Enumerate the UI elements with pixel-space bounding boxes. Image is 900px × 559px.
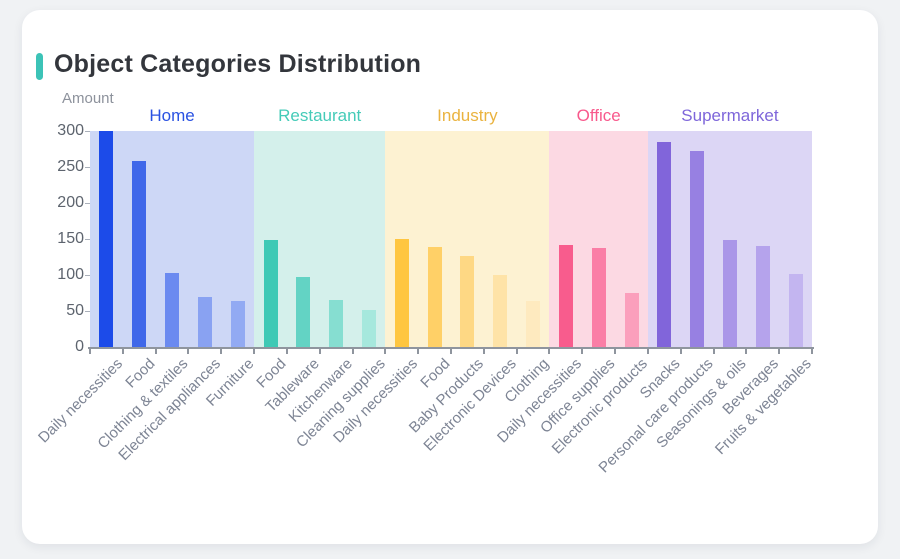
x-axis-tick-mark bbox=[417, 349, 420, 354]
chart-bar[interactable] bbox=[624, 293, 639, 347]
chart-bar[interactable] bbox=[165, 272, 180, 347]
chart-bar[interactable] bbox=[296, 277, 311, 347]
x-axis-tick-mark bbox=[745, 349, 748, 354]
y-tick-label: 200 bbox=[57, 194, 84, 211]
x-axis-tick-mark bbox=[89, 349, 91, 354]
chart-card: Object Categories Distribution Amount 0 5… bbox=[22, 10, 878, 544]
chart-bar[interactable] bbox=[526, 300, 541, 347]
chart-bar[interactable] bbox=[493, 275, 508, 347]
chart-bar[interactable] bbox=[591, 247, 606, 347]
x-axis-tick-mark bbox=[811, 349, 813, 354]
chart-bar[interactable] bbox=[690, 151, 705, 347]
x-axis-tick-mark bbox=[187, 349, 190, 354]
chart-bar[interactable] bbox=[558, 244, 573, 347]
y-tick-label: 300 bbox=[57, 122, 84, 139]
chart-bar[interactable] bbox=[329, 300, 344, 347]
y-tick-label: 50 bbox=[66, 302, 84, 319]
chart-bar[interactable] bbox=[197, 296, 212, 347]
x-axis-tick-mark bbox=[154, 349, 157, 354]
x-axis-line bbox=[88, 347, 814, 349]
x-axis-tick-mark bbox=[351, 349, 354, 354]
group-label: Supermarket bbox=[681, 106, 779, 125]
chart-bar[interactable] bbox=[722, 240, 737, 347]
y-tick-label: 100 bbox=[57, 266, 84, 283]
chart-bar[interactable] bbox=[230, 300, 245, 347]
x-axis-tick-mark bbox=[646, 349, 649, 354]
x-axis-tick-mark bbox=[285, 349, 288, 354]
chart-bar[interactable] bbox=[263, 240, 278, 347]
y-axis-tick-mark bbox=[85, 166, 90, 168]
x-axis-tick-mark bbox=[253, 349, 256, 354]
x-axis-tick-mark bbox=[384, 349, 387, 354]
x-axis-tick-mark bbox=[121, 349, 124, 354]
y-tick-label: 250 bbox=[57, 158, 84, 175]
group-label: Home bbox=[149, 106, 195, 125]
x-axis-tick-mark bbox=[778, 349, 781, 354]
chart-title: Object Categories Distribution bbox=[54, 50, 422, 78]
y-axis-name: Amount bbox=[62, 90, 114, 107]
chart-bar[interactable] bbox=[755, 246, 770, 347]
x-axis-tick-mark bbox=[581, 349, 584, 354]
x-axis-tick-mark bbox=[679, 349, 682, 354]
group-label: Office bbox=[576, 106, 621, 125]
chart-bar[interactable] bbox=[394, 239, 409, 347]
x-axis-tick-mark bbox=[548, 349, 551, 354]
y-axis-tick-mark bbox=[85, 274, 90, 276]
group-label: Restaurant bbox=[278, 106, 362, 125]
x-axis-tick-mark bbox=[318, 349, 321, 354]
x-axis-tick-mark bbox=[515, 349, 518, 354]
y-tick-label: 0 bbox=[75, 338, 84, 355]
chart-bar[interactable] bbox=[361, 310, 376, 347]
y-axis-tick-mark bbox=[85, 310, 90, 312]
chart-bar[interactable] bbox=[657, 141, 672, 347]
group-label: Industry bbox=[437, 106, 498, 125]
chart-bar[interactable] bbox=[132, 161, 147, 347]
chart-bar[interactable] bbox=[427, 246, 442, 347]
x-axis-tick-mark bbox=[614, 349, 617, 354]
x-axis-tick-mark bbox=[712, 349, 715, 354]
y-axis-tick-mark bbox=[85, 130, 90, 132]
title-accent-bar bbox=[36, 53, 43, 80]
chart-bar[interactable] bbox=[99, 131, 114, 347]
chart-bar[interactable] bbox=[788, 273, 803, 347]
chart-bar[interactable] bbox=[460, 256, 475, 347]
y-axis-tick-mark bbox=[85, 202, 90, 204]
x-axis-tick-mark bbox=[450, 349, 452, 354]
y-axis-tick-mark bbox=[85, 238, 90, 240]
y-tick-label: 150 bbox=[57, 230, 84, 247]
x-axis-tick-mark bbox=[482, 349, 485, 354]
x-axis-tick-mark bbox=[220, 349, 223, 354]
